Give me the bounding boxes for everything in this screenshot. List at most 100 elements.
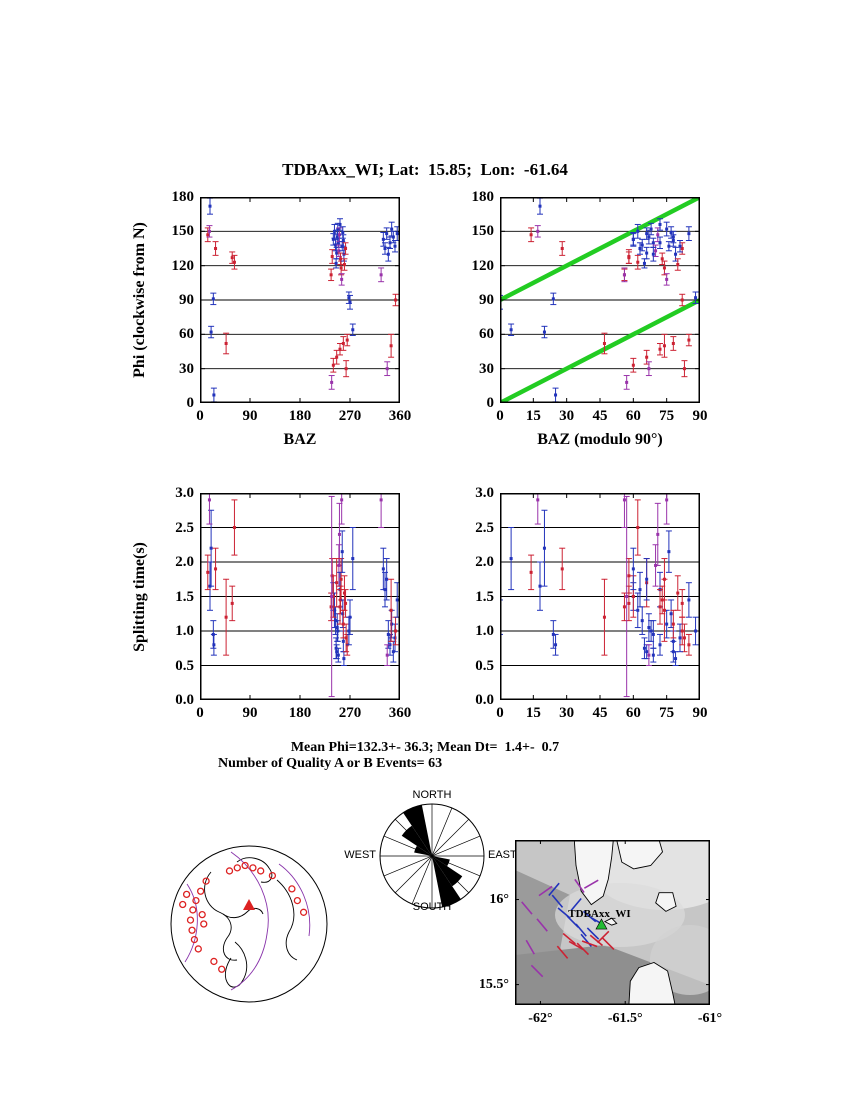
event-location-marker xyxy=(198,910,206,919)
x-tick-label: 30 xyxy=(559,705,575,721)
x-tick-label: 180 xyxy=(288,408,312,424)
measurement-point xyxy=(685,333,692,347)
measurement-point xyxy=(212,547,219,591)
splitting-vector xyxy=(538,885,553,897)
measurement-point xyxy=(663,475,670,525)
measurement-point xyxy=(206,225,213,238)
station-map-canvas: TDBAxx_WI xyxy=(515,826,740,1011)
measurement-point xyxy=(528,554,535,591)
y-tick-label: 2.0 xyxy=(175,554,194,570)
y-tick-label: 0.5 xyxy=(175,657,194,674)
rose-diagram xyxy=(362,786,502,931)
event-location-marker xyxy=(299,908,308,916)
measurement-point xyxy=(643,558,650,601)
rose-petal xyxy=(432,856,461,908)
y-tick-label: 3.0 xyxy=(175,485,194,501)
rose-label-north: NORTH xyxy=(412,789,452,801)
dt-vs-baz-mod90-plot xyxy=(497,471,701,705)
map-y-tick-label: 16° xyxy=(489,891,509,907)
map-x-tick-label: -61° xyxy=(697,1011,723,1026)
dt-vs-baz-plot xyxy=(199,471,401,705)
splitting-vector xyxy=(530,964,544,978)
x-tick-label: 270 xyxy=(338,705,362,721)
event-location-marker xyxy=(200,920,208,928)
measurement-point xyxy=(679,293,686,307)
x-tick-label: 360 xyxy=(388,705,412,721)
measurement-point xyxy=(329,249,336,264)
dt-vs-baz-mod90-canvas xyxy=(497,471,701,701)
dt-vs-baz-canvas xyxy=(199,471,401,701)
measurement-point xyxy=(643,246,650,260)
y-tick-label: 1.0 xyxy=(175,623,194,639)
splitting-vector xyxy=(574,878,585,893)
measurement-point xyxy=(229,585,236,622)
measurement-point xyxy=(347,599,353,635)
measurement-point xyxy=(670,336,677,351)
measurement-point xyxy=(337,342,343,356)
measurement-point xyxy=(634,499,641,556)
measurement-point xyxy=(343,360,350,378)
measurement-point xyxy=(661,578,668,642)
splitting-vector xyxy=(562,932,576,945)
station-marker-globe xyxy=(243,899,255,911)
measurement-point xyxy=(630,357,637,373)
splitting-vector xyxy=(570,897,582,912)
y-tick-label: 120 xyxy=(171,257,195,274)
measurement-point xyxy=(630,231,637,247)
coastline xyxy=(573,839,614,906)
event-location-marker xyxy=(210,957,218,966)
measurement-point xyxy=(330,357,337,373)
measurement-point xyxy=(340,336,347,351)
measurement-point xyxy=(337,218,343,231)
x-tick-label: 270 xyxy=(338,408,362,424)
x-tick-label: 15 xyxy=(525,408,541,424)
measurement-point xyxy=(674,575,681,611)
rose-canvas xyxy=(379,803,485,909)
y-tick-label: 2.5 xyxy=(175,519,194,536)
measurement-point xyxy=(347,294,353,310)
x-tick-label: 90 xyxy=(242,705,258,721)
phi-vs-baz-canvas xyxy=(199,196,401,404)
coastline-path xyxy=(236,857,273,883)
station-label: TDBAxx_WI xyxy=(568,908,630,920)
globe-canvas xyxy=(170,845,328,1003)
event-location-marker xyxy=(268,871,277,880)
measurement-point xyxy=(208,325,215,339)
y-tick-label: 30 xyxy=(479,360,494,377)
y-tick-label: 1.5 xyxy=(175,588,194,605)
measurement-point xyxy=(657,218,663,231)
measurement-point xyxy=(392,623,398,653)
measurement-point xyxy=(339,530,346,573)
event-count-text: Number of Quality A or B Events= 63 xyxy=(218,756,443,771)
measurement-point xyxy=(654,502,661,566)
measurement-point xyxy=(508,323,515,336)
measurement-point xyxy=(528,227,535,243)
splitting-vector xyxy=(536,918,548,932)
rose-petal xyxy=(401,825,432,856)
event-location-marker xyxy=(225,867,234,875)
event-location-marker xyxy=(196,887,205,895)
y-tick-label: 0.0 xyxy=(175,692,194,708)
measurement-point xyxy=(601,332,608,355)
event-location-marker xyxy=(192,896,200,905)
measurement-point xyxy=(685,633,692,656)
event-location-marker xyxy=(241,861,249,870)
station-marker-map xyxy=(595,918,608,930)
x-tick-label: 180 xyxy=(288,705,312,721)
y-tick-label: 60 xyxy=(179,326,194,343)
splitting-vector xyxy=(568,940,584,951)
event-location-marker xyxy=(233,864,241,872)
measurement-point xyxy=(650,647,657,663)
measurement-point xyxy=(692,291,699,304)
measurement-point xyxy=(207,197,213,215)
measurement-point xyxy=(634,223,641,239)
globe-outline xyxy=(170,845,328,1003)
measurement-point xyxy=(341,258,348,271)
measurement-point xyxy=(223,578,230,656)
measurement-point xyxy=(384,361,391,377)
y-tick-label: 0 xyxy=(486,395,495,411)
splitting-vector xyxy=(586,927,600,940)
measurement-point xyxy=(663,221,670,237)
measurement-point xyxy=(212,241,219,256)
y-tick-label: 0.5 xyxy=(475,657,494,674)
